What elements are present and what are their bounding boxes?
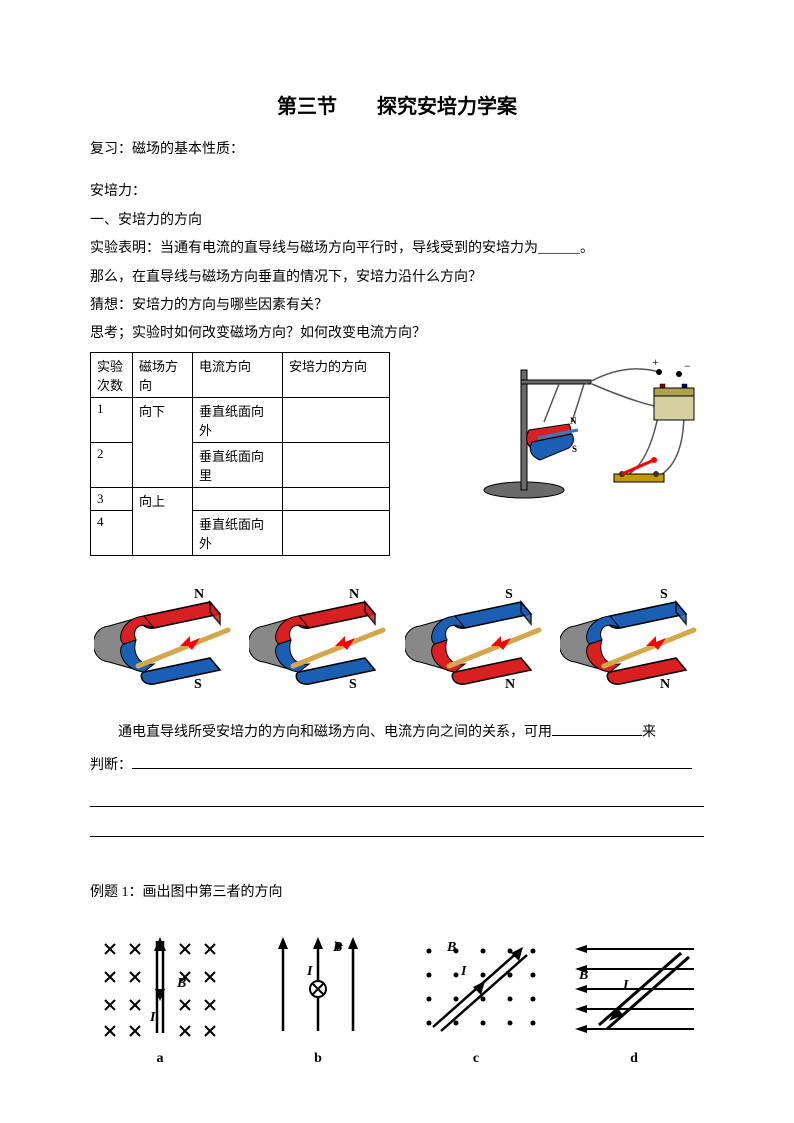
svg-text:I: I	[460, 964, 467, 979]
apparatus-diagram: N S + −	[474, 352, 704, 502]
fillin-line-2: 判断：	[90, 755, 704, 777]
cell	[193, 487, 283, 510]
svg-text:I: I	[149, 1010, 156, 1025]
svg-text:N: N	[349, 587, 359, 602]
diagram-label: d	[630, 1051, 638, 1067]
svg-text:S: S	[349, 677, 357, 690]
cell	[283, 397, 390, 442]
cell	[283, 442, 390, 487]
fillin-head-2: 判断：	[90, 758, 132, 773]
magnet-illustration: S N	[560, 580, 700, 690]
blank-fullline	[90, 813, 704, 837]
question-1: 那么，在直导线与磁场方向垂直的情况下，安培力沿什么方向？	[90, 267, 704, 289]
diagrams-row: I B a I B b I B c	[90, 931, 704, 1067]
page-title: 第三节 探究安培力学案	[90, 90, 704, 119]
col-header: 电流方向	[193, 352, 283, 397]
svg-text:S: S	[505, 587, 513, 602]
example-1: 例题 1：画出图中第三者的方向	[90, 881, 704, 901]
svg-text:+: +	[652, 355, 659, 369]
subheading-1: 一、安培力的方向	[90, 210, 704, 232]
cell: 2	[91, 442, 133, 487]
think-line: 思考；实验时如何改变磁场方向？如何改变电流方向？	[90, 323, 704, 345]
diagram-cell: I B b	[248, 931, 388, 1067]
svg-text:S: S	[660, 587, 668, 602]
cell: 向下	[133, 397, 193, 487]
diagram-label: a	[157, 1051, 164, 1067]
cell	[283, 487, 390, 510]
blank-fullline	[90, 783, 704, 807]
svg-text:S: S	[572, 444, 577, 454]
svg-text:I: I	[622, 978, 629, 993]
svg-text:N: N	[505, 677, 515, 690]
fillin-paragraph: 通电直导线所受安培力的方向和磁场方向、电流方向之间的关系，可用 来	[90, 718, 704, 749]
fillin-tail: 来	[642, 725, 656, 740]
cell: 1	[91, 397, 133, 442]
table-header-row: 实验次数 磁场方向 电流方向 安培力的方向	[91, 352, 390, 397]
review-line: 复习：磁场的基本性质：	[90, 139, 704, 161]
cell: 4	[91, 510, 133, 555]
svg-text:S: S	[194, 677, 202, 690]
svg-text:N: N	[660, 677, 670, 690]
cell: 3	[91, 487, 133, 510]
magnet-illustration: N S	[249, 580, 389, 690]
experiment-table: 实验次数 磁场方向 电流方向 安培力的方向 1 向下 垂直纸面向外 2 垂直纸面…	[90, 352, 390, 556]
cell: 垂直纸面向外	[193, 510, 283, 555]
svg-text:B: B	[176, 976, 186, 991]
blank-line	[132, 755, 692, 769]
table-row: 1 向下 垂直纸面向外	[91, 397, 390, 442]
cell: 垂直纸面向里	[193, 442, 283, 487]
col-header: 实验次数	[91, 352, 133, 397]
experiment-statement: 实验表明：当通有电流的直导线与磁场方向平行时，导线受到的安培力为______。	[90, 238, 704, 260]
diagram-cell: I B c	[406, 931, 546, 1067]
diagram-label: c	[473, 1051, 479, 1067]
svg-text:−: −	[684, 359, 691, 373]
cell	[283, 510, 390, 555]
guess-line: 猜想：安培力的方向与哪些因素有关？	[90, 295, 704, 317]
magnet-illustration: S N	[405, 580, 545, 690]
svg-text:B: B	[446, 940, 456, 955]
force-heading: 安培力：	[90, 181, 704, 203]
cell: 垂直纸面向外	[193, 397, 283, 442]
svg-text:B: B	[578, 968, 588, 983]
magnet-illustration: N S	[94, 580, 234, 690]
svg-text:I: I	[306, 964, 313, 979]
table-row: 3 向上	[91, 487, 390, 510]
svg-text:N: N	[570, 416, 577, 426]
col-header: 安培力的方向	[283, 352, 390, 397]
svg-text:N: N	[194, 587, 204, 602]
magnets-row: N S N S	[90, 580, 704, 690]
blank-line	[552, 722, 642, 736]
diagram-label: b	[314, 1051, 322, 1067]
cell: 向上	[133, 487, 193, 555]
diagram-cell: I B d	[564, 931, 704, 1067]
diagram-cell: I B a	[90, 931, 230, 1067]
fillin-text-1: 通电直导线所受安培力的方向和磁场方向、电流方向之间的关系，可用	[118, 725, 552, 740]
col-header: 磁场方向	[133, 352, 193, 397]
